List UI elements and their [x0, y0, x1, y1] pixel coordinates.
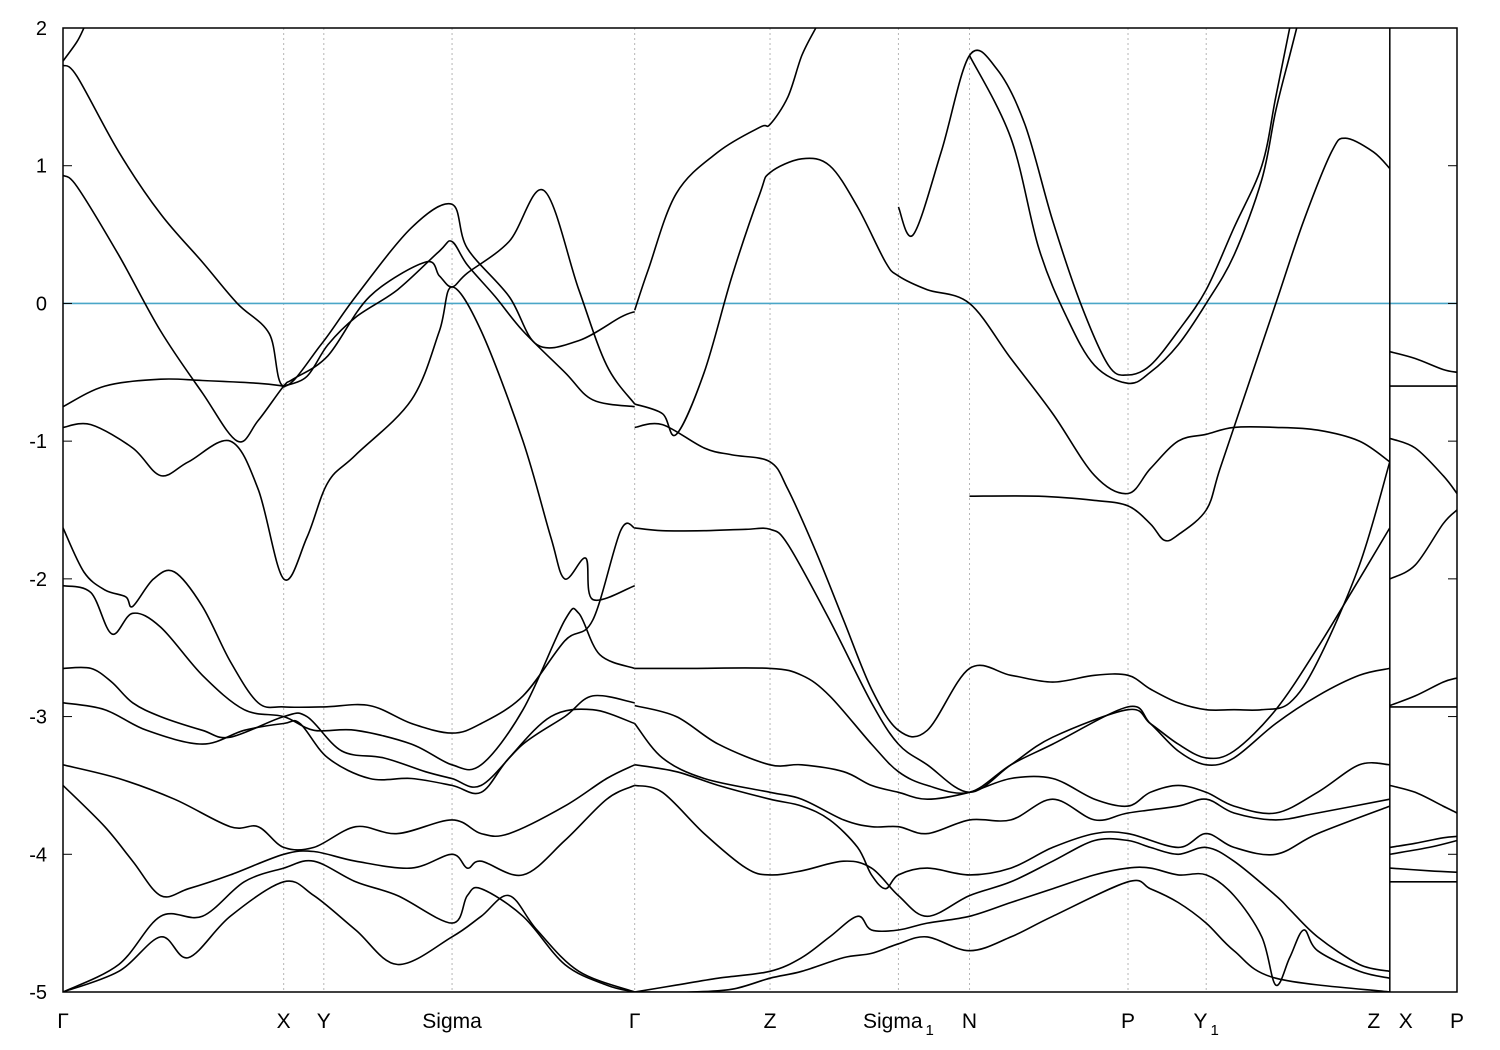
band-line-10: [63, 784, 636, 898]
band-line-19: [634, 722, 1390, 835]
band-line-30: [1389, 509, 1457, 580]
band-line-2: [63, 174, 636, 443]
band-line-13: [633, 28, 817, 311]
band-line-5: [63, 522, 635, 734]
band-line-18: [634, 704, 1390, 815]
kpoint-label: X: [277, 1010, 291, 1033]
band-line-7: [63, 666, 635, 788]
y-tick-label: -5: [29, 982, 47, 1004]
band-line-12: [63, 880, 635, 992]
kpoint-label: Z: [1367, 1010, 1380, 1033]
band-line-4: [63, 286, 635, 602]
kpoint-label: P: [1121, 1010, 1135, 1033]
kpoint-label: Γ: [57, 1010, 69, 1033]
y-axis-ticks: 2 1 0 -1 -2 -3 -4 -5: [29, 18, 1457, 1004]
band-line-31: [1389, 677, 1457, 707]
band-line-17: [634, 667, 1390, 794]
band-line-9: [63, 764, 636, 851]
band-line-25: [968, 28, 1298, 385]
kpoint-label: Γ: [629, 1010, 641, 1033]
band-line-29: [1389, 437, 1457, 494]
band-line-20: [634, 764, 1391, 890]
y-tick-label: -2: [29, 569, 47, 591]
plot-frame: [62, 27, 1458, 993]
y-tick-label: 0: [36, 293, 47, 315]
band-line-15: [634, 422, 1391, 738]
band-line-14: [634, 157, 1391, 495]
band-line-33: [1389, 784, 1457, 814]
kpoint-label: Sigma: [422, 1010, 482, 1033]
band-line-36: [1389, 867, 1457, 873]
y-tick-label: -4: [29, 844, 47, 866]
band-line-6: [63, 584, 635, 771]
x-axis-kpoint-labels: Γ X Y Sigma Γ Z Sigma 1 N P Y 1 Z X P: [57, 1010, 1464, 1039]
band-line-21: [634, 784, 1390, 973]
band-line-3: [63, 240, 635, 408]
band-line-23: [634, 879, 1390, 992]
band-line-34: [1389, 835, 1457, 849]
band-line-26: [969, 137, 1391, 542]
band-line-22: [634, 866, 1390, 992]
y-tick-label: -3: [29, 707, 47, 729]
kpoint-label: Sigma 1: [863, 1010, 934, 1039]
kpoint-label: P: [1450, 1010, 1464, 1033]
band-line-35: [1389, 839, 1457, 856]
band-line-8: [63, 702, 635, 795]
y-tick-label: 2: [36, 18, 47, 40]
band-lines: [63, 28, 1457, 992]
y-tick-label: 1: [36, 156, 47, 178]
kpoint-label: Z: [764, 1010, 777, 1033]
band-line-11: [63, 859, 635, 992]
kpoint-label: X: [1399, 1010, 1413, 1033]
band-line-1: [63, 64, 635, 387]
band-line-16: [634, 527, 1391, 794]
band-line-24: [897, 28, 1291, 376]
y-tick-label: -1: [29, 431, 47, 453]
band-line-27: [1389, 350, 1457, 374]
kpoint-label: Y: [317, 1010, 331, 1033]
band-line-0: [63, 28, 85, 62]
kpoint-label: N: [962, 1010, 977, 1033]
